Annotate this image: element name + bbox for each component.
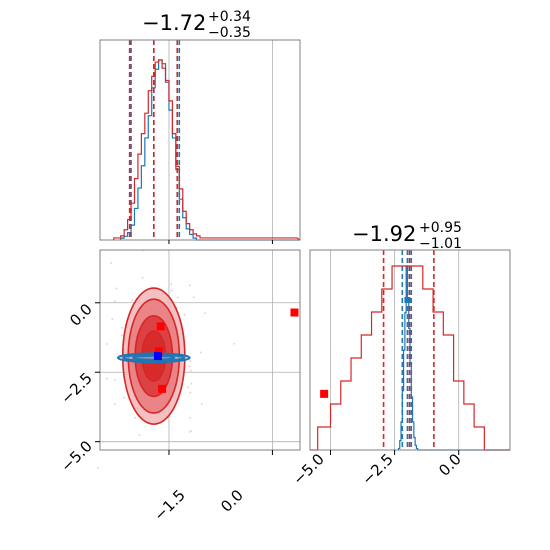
title-2-value: −1.92 — [352, 222, 416, 246]
sample-point — [189, 284, 191, 287]
x-tick-hist2-2: −2.5 — [358, 450, 396, 488]
title-1-value: −1.72 — [142, 11, 206, 35]
sample-point — [189, 369, 192, 372]
sample-point — [170, 283, 173, 286]
sample-point — [110, 262, 113, 264]
sample-point — [189, 391, 192, 394]
sample-point — [134, 416, 136, 419]
truth-marker-red — [290, 308, 299, 317]
sample-point — [122, 396, 125, 399]
sample-point — [189, 360, 192, 362]
histogram-series-1 — [113, 59, 301, 241]
sample-point — [141, 276, 144, 279]
y-tick-joint-3: −5.0 — [57, 437, 95, 475]
y-tick-joint-1: 0.0 — [66, 300, 96, 330]
title-2-lower: −1.01 — [419, 236, 462, 252]
histogram-series-0 — [397, 265, 510, 451]
truth-marker-red — [320, 389, 329, 398]
truth-marker-red — [158, 384, 167, 393]
sample-point — [170, 289, 173, 292]
sample-point — [189, 416, 191, 419]
point-marker — [404, 297, 411, 303]
title-1-lower: −0.35 — [208, 25, 251, 41]
contour-level-blue — [122, 353, 186, 362]
histogram-series-1 — [310, 265, 510, 451]
sample-point — [233, 342, 236, 345]
sample-point — [113, 403, 116, 406]
sample-point — [138, 434, 141, 436]
sample-point — [188, 365, 191, 368]
sample-point — [106, 343, 109, 345]
truth-marker-red — [156, 322, 165, 331]
sample-point — [120, 334, 123, 337]
axes-frame — [99, 39, 301, 241]
title-1-upper: +0.34 — [208, 9, 251, 25]
sample-point — [203, 312, 206, 315]
sample-point — [113, 300, 116, 303]
x-tick-hist2-3: 0.0 — [435, 450, 465, 480]
sample-point — [188, 430, 191, 433]
histogram-param-2 — [309, 249, 511, 455]
sample-point — [111, 318, 114, 320]
sample-point — [105, 377, 108, 380]
sample-point — [183, 313, 186, 316]
sample-point — [190, 429, 193, 432]
sample-point — [114, 378, 116, 381]
sample-point — [176, 296, 179, 299]
contour-panel-joint — [95, 249, 329, 469]
sample-point — [96, 466, 99, 469]
histogram-series-0 — [120, 59, 300, 241]
sample-point — [199, 351, 202, 354]
sample-point — [115, 287, 118, 290]
sample-point — [121, 327, 123, 329]
sample-point — [131, 299, 134, 301]
axes-frame — [99, 249, 301, 451]
histogram-param-1 — [99, 39, 301, 244]
truth-marker-blue — [153, 352, 162, 361]
y-tick-joint-2: −2.5 — [57, 369, 95, 407]
sample-point — [187, 386, 190, 389]
sample-point — [190, 382, 193, 385]
axes-frame — [309, 249, 511, 451]
sample-point — [192, 296, 195, 299]
truth-marker-red — [154, 347, 163, 356]
contour-level-blue — [132, 354, 176, 361]
sample-point — [200, 403, 203, 405]
x-tick-joint-2: 0.0 — [217, 486, 247, 516]
x-tick-joint-1: −1.5 — [150, 486, 188, 524]
title-2-upper: +0.95 — [419, 220, 462, 236]
x-tick-hist2-1: −5.0 — [289, 450, 327, 488]
